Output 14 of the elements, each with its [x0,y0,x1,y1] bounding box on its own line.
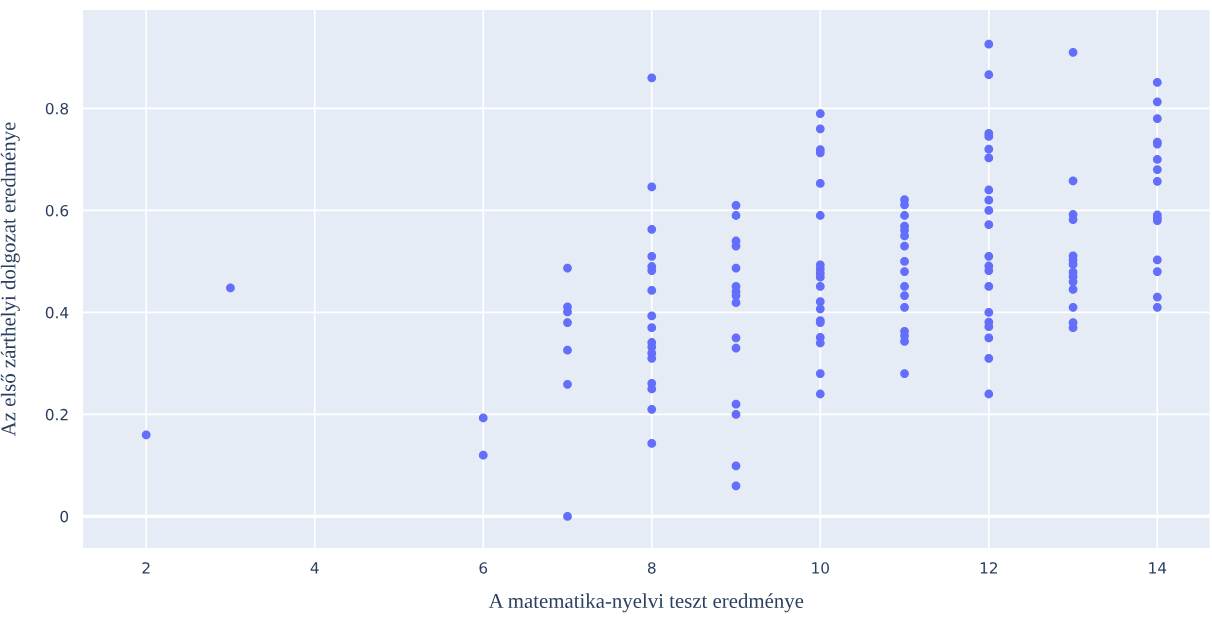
y-axis-title: Az első zárthelyi dolgozat eredménye [0,122,20,437]
x-tick-label: 4 [310,562,319,574]
x-tick-label: 6 [479,562,488,574]
x-tick-label: 12 [980,562,997,574]
x-tick-label: 2 [142,562,150,574]
y-tick-label: 0.2 [45,408,68,421]
x-axis-title: A matematika-nyelvi teszt eredménye [488,593,804,613]
y-tick-label: 0.6 [45,204,69,217]
x-tick-label: 10 [812,562,829,574]
y-tick-label: 0 [60,510,69,523]
y-tick-label: 0.4 [45,306,69,319]
x-tick-label: 14 [1149,562,1167,574]
x-tick-label: 8 [647,562,656,574]
y-tick-label: 0.8 [45,102,69,115]
